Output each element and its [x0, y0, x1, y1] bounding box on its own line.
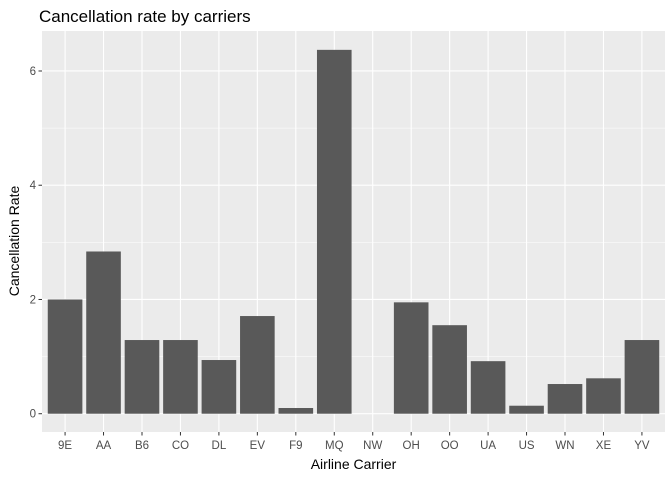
x-tick-label: WN [555, 440, 574, 452]
bar-OO [432, 325, 467, 414]
x-tick-label: YV [634, 440, 650, 452]
x-tick-label: EV [250, 440, 266, 452]
bar-B6 [124, 340, 160, 414]
bar-XE [586, 378, 621, 414]
bar-WN [547, 384, 583, 414]
bar-MQ [316, 49, 352, 414]
x-tick-label: UA [480, 440, 496, 452]
bar-OH [393, 302, 429, 414]
y-tick-label: 0 [30, 409, 36, 421]
x-tick-label: AA [96, 440, 112, 452]
x-axis: 9E AA B6 CO DL EV F9 MQ NW OH OO UA US WN XE YV [58, 432, 650, 452]
bar-AA [86, 251, 121, 414]
y-tick-label: 4 [30, 180, 37, 192]
x-tick-label: US [519, 440, 535, 452]
bar-UA [470, 361, 506, 414]
x-tick-label: 9E [58, 440, 72, 452]
x-tick-label: CO [172, 440, 189, 452]
x-tick-label: B6 [135, 440, 149, 452]
y-axis: 0 2 4 6 [30, 66, 42, 421]
bar-CO [163, 340, 198, 414]
x-tick-label: OO [441, 440, 459, 452]
bar-US [509, 405, 544, 414]
bars [47, 49, 660, 414]
bar-EV [240, 316, 275, 414]
y-axis-label: Cancellation Rate [6, 186, 22, 297]
x-tick-label: XE [596, 440, 612, 452]
bar-F9 [278, 408, 314, 414]
x-tick-label: F9 [289, 440, 302, 452]
y-tick-label: 6 [30, 66, 36, 78]
bar-9E [47, 299, 83, 414]
x-tick-label: NW [363, 440, 382, 452]
x-axis-label: Airline Carrier [311, 456, 397, 472]
x-tick-label: DL [212, 440, 227, 452]
x-tick-label: MQ [325, 440, 344, 452]
bar-YV [624, 340, 660, 414]
x-tick-label: OH [403, 440, 420, 452]
bar-DL [201, 360, 237, 414]
chart-title: Cancellation rate by carriers [39, 7, 251, 26]
y-tick-label: 2 [30, 294, 36, 306]
